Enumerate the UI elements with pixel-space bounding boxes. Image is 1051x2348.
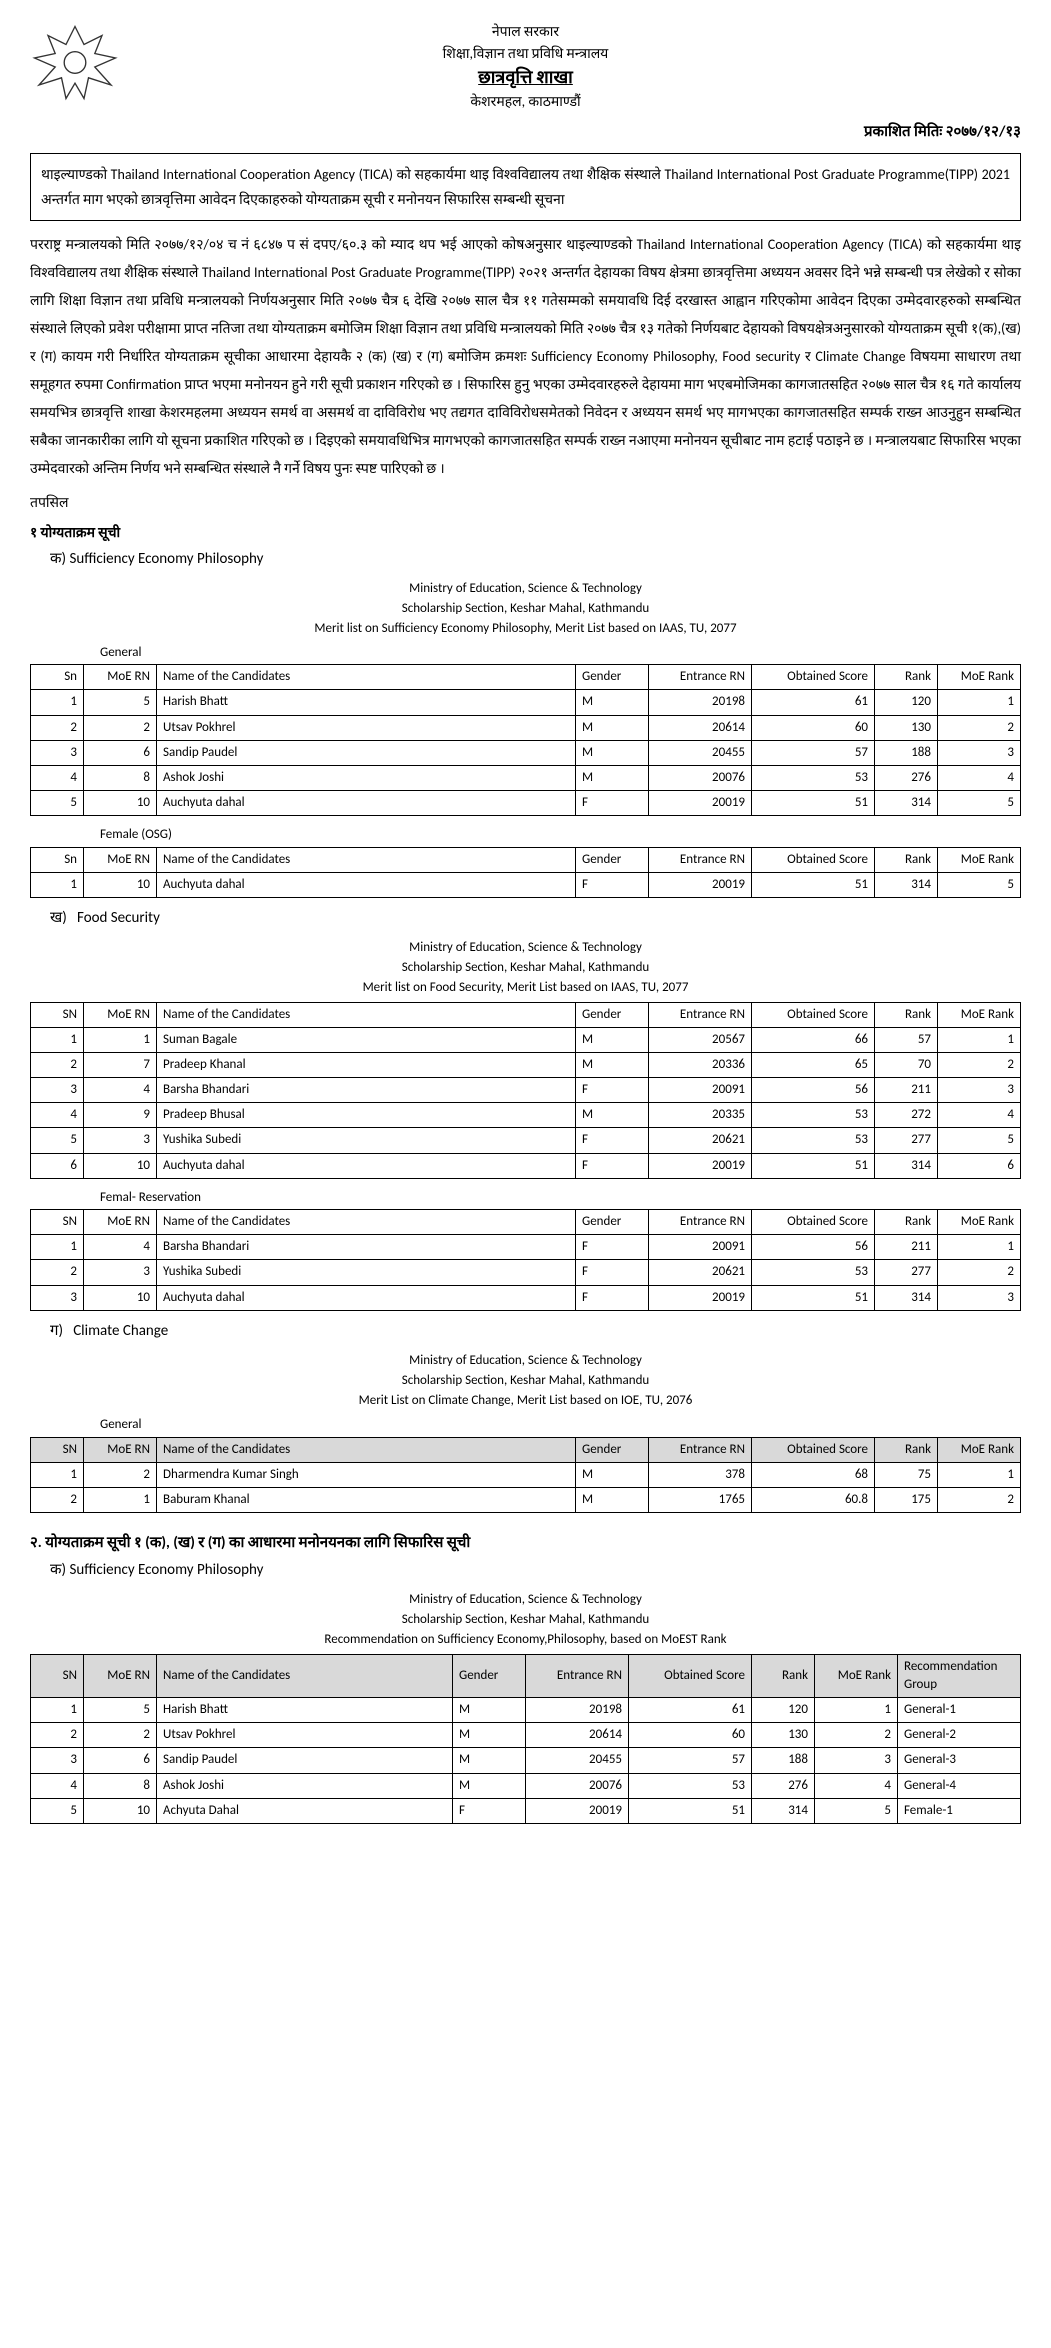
table-row: 15Harish BhattM20198611201General-1 — [31, 1698, 1021, 1723]
subsection-kha-fs: ख) Food Security — [50, 908, 1021, 929]
place-name: केशरमहल, काठमाण्डौं — [30, 92, 1021, 112]
table-row: 310Auchyuta dahalF20019513143 — [31, 1285, 1021, 1310]
tapasil-label: तपसिल — [30, 493, 1021, 513]
fs-merit-title: Ministry of Education, Science & Technol… — [30, 939, 1021, 998]
publication-date: प्रकाशित मितिः २०७७/१२/१३ — [30, 122, 1021, 143]
table-row: 14Barsha BhandariF20091562111 — [31, 1235, 1021, 1260]
table-row: 21Baburam KhanalM176560.81752 — [31, 1487, 1021, 1512]
cc-general-label: General — [100, 1416, 1021, 1434]
table-row: 110Auchyuta dahalF20019513145 — [31, 872, 1021, 897]
table-row: 36Sandip PaudelM20455571883General-3 — [31, 1748, 1021, 1773]
table-row: 510Auchyuta dahalF20019513145 — [31, 791, 1021, 816]
letterhead: नेपाल सरकार शिक्षा,विज्ञान तथा प्रविधि म… — [30, 22, 1021, 112]
cc-general-table: SN MoE RN Name of the Candidates Gender … — [30, 1437, 1021, 1514]
subsection-ka-sep: क) Sufficiency Economy Philosophy — [50, 549, 1021, 570]
table-row: 22Utsav PokhrelM20614601302 — [31, 715, 1021, 740]
subsection-ga-cc: ग) Climate Change — [50, 1321, 1021, 1342]
notice-subject-box: थाइल्याण्डको Thailand International Coop… — [30, 153, 1021, 221]
table-row: 48Ashok JoshiM20076532764 — [31, 766, 1021, 791]
ministry-name: शिक्षा,विज्ञान तथा प्रविधि मन्त्रालय — [30, 44, 1021, 64]
fs-label: Food Security — [77, 909, 160, 927]
section2-title: २. योग्यताक्रम सूची १ (क), (ख) र (ग) का … — [30, 1533, 1021, 1554]
sep-female-table: Sn MoE RN Name of the Candidates Gender … — [30, 847, 1021, 898]
table-row: 11Suman BagaleM2056766571 — [31, 1027, 1021, 1052]
cc-merit-title: Ministry of Education, Science & Technol… — [30, 1352, 1021, 1411]
table-row: 27Pradeep KhanalM2033665702 — [31, 1052, 1021, 1077]
nepal-emblem-icon — [30, 22, 120, 118]
kha-label: ख) — [50, 909, 67, 927]
sep-general-table: Sn MoE RN Name of the Candidates Gender … — [30, 664, 1021, 816]
table-row: 22Utsav PokhrelM20614601302General-2 — [31, 1723, 1021, 1748]
table-row: 48Ashok JoshiM20076532764General-4 — [31, 1773, 1021, 1798]
fs-general-table: SN MoE RN Name of the Candidates Gender … — [30, 1002, 1021, 1179]
table-row: 12Dharmendra Kumar SinghM37868751 — [31, 1462, 1021, 1487]
sep-merit-title: Ministry of Education, Science & Technol… — [30, 580, 1021, 639]
section1-title: १ योग्यताक्रम सूची — [30, 523, 1021, 543]
female-osg-label: Female (OSG) — [100, 826, 1021, 844]
table-row: 610Auchyuta dahalF20019513146 — [31, 1153, 1021, 1178]
table-row: 53Yushika SubediF20621532775 — [31, 1128, 1021, 1153]
sep-rec-table: SN MoE RN Name of the Candidates Gender … — [30, 1654, 1021, 1824]
femal-res-label: Femal- Reservation — [100, 1189, 1021, 1207]
gov-name: नेपाल सरकार — [30, 22, 1021, 42]
sep-rec-title: Ministry of Education, Science & Technol… — [30, 1591, 1021, 1650]
sep-label: Sufficiency Economy Philosophy — [69, 550, 263, 568]
table-row: 15Harish BhattM20198611201 — [31, 690, 1021, 715]
fs-female-table: SN MoE RN Name of the Candidates Gender … — [30, 1209, 1021, 1311]
general-label: General — [100, 644, 1021, 662]
table-row: 36Sandip PaudelM20455571883 — [31, 740, 1021, 765]
ga-label: ग) — [50, 1322, 63, 1340]
notice-body-text: परराष्ट्र मन्त्रालयको मिति २०७७/१२/०४ च … — [30, 231, 1021, 483]
table-row: 34Barsha BhandariF20091562113 — [31, 1078, 1021, 1103]
sec2-ka-sep: क) Sufficiency Economy Philosophy — [50, 1560, 1021, 1581]
table-row: 23Yushika SubediF20621532772 — [31, 1260, 1021, 1285]
section-name: छात्रवृत्ति शाखा — [30, 65, 1021, 90]
table-row: 510Achyuta DahalF20019513145Female-1 — [31, 1798, 1021, 1823]
table-row: 49Pradeep BhusalM20335532724 — [31, 1103, 1021, 1128]
cc-label: Climate Change — [73, 1322, 168, 1340]
ka-label: क) — [50, 550, 66, 568]
